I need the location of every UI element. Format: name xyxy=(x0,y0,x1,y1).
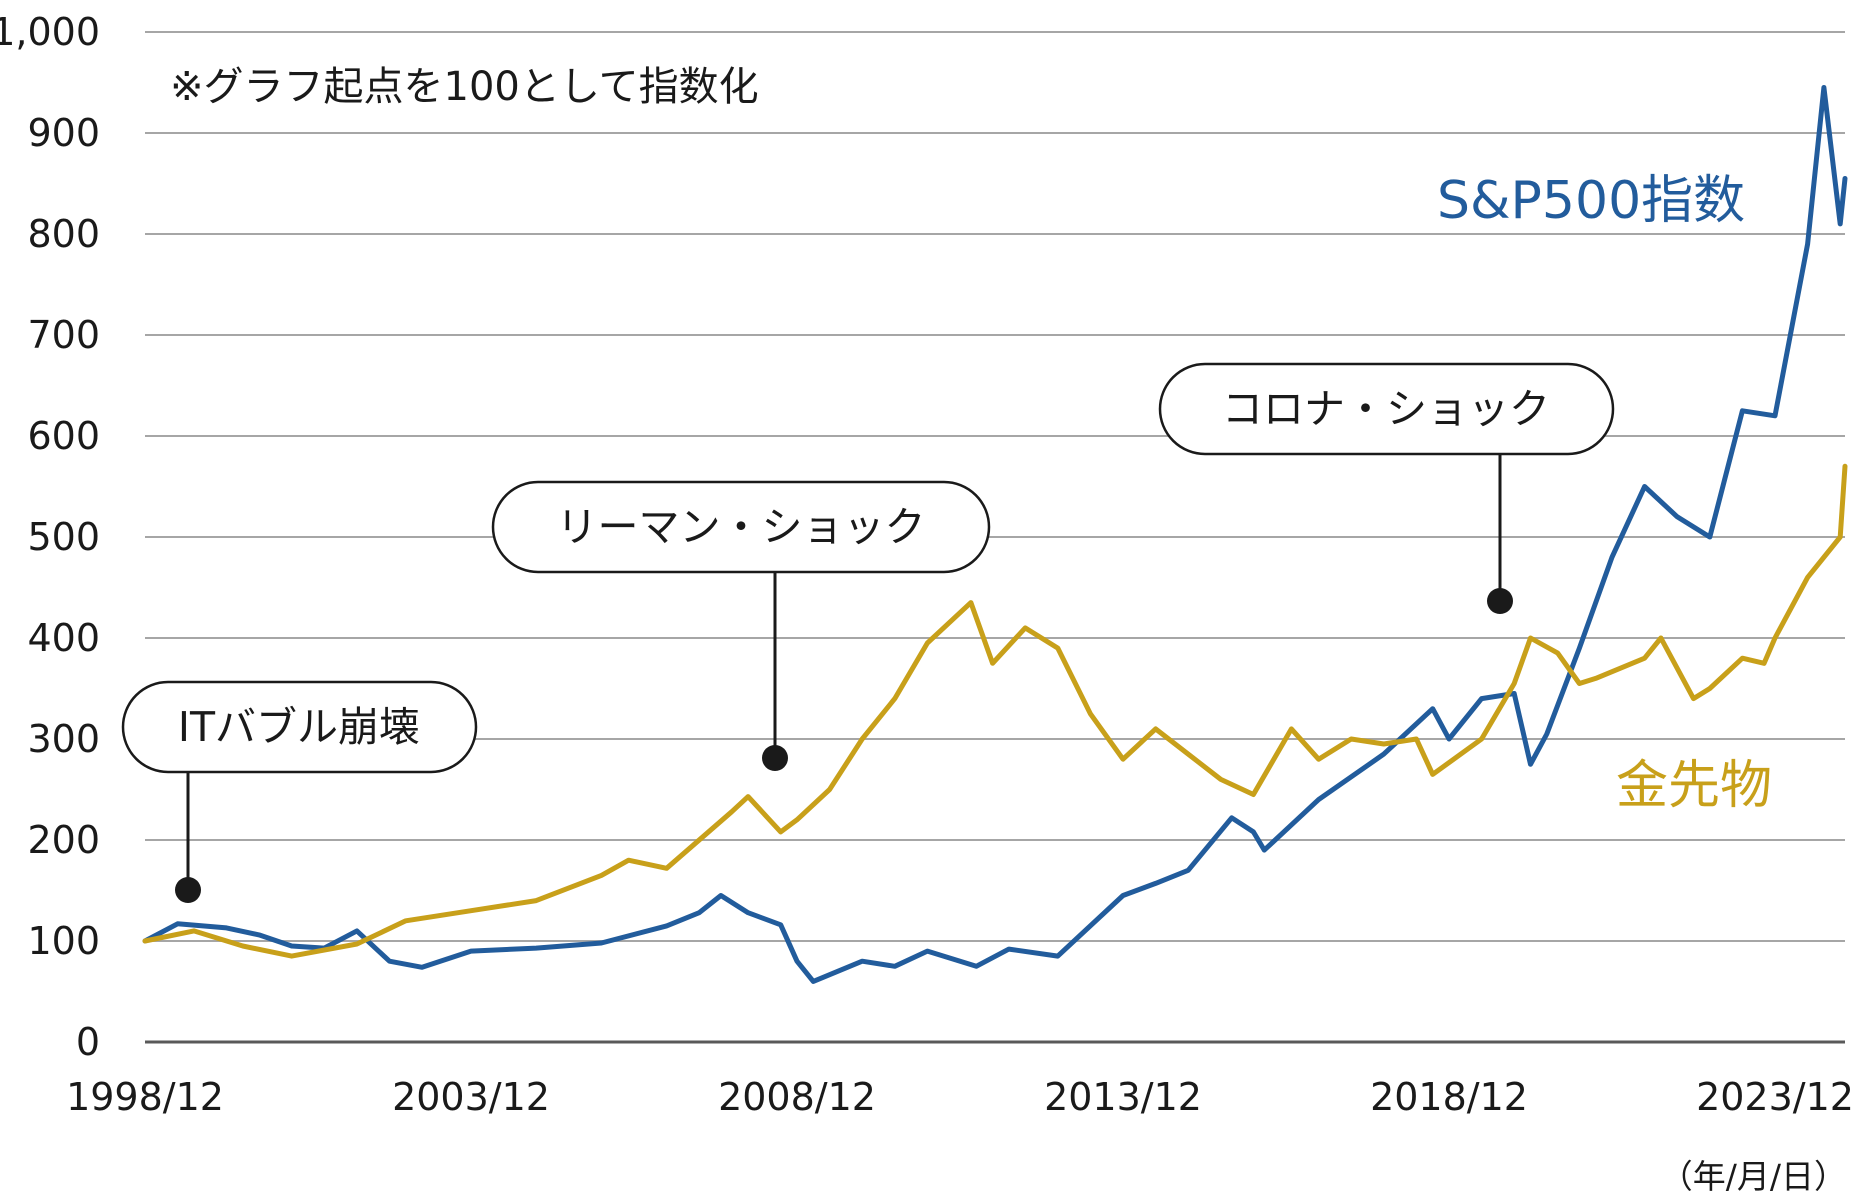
y-tick-label: 300 xyxy=(27,717,100,761)
x-tick-label: 2008/12 xyxy=(718,1075,876,1119)
x-tick-labels: 1998/12 2003/12 2008/12 2013/12 2018/12 2023/… xyxy=(66,1075,1854,1119)
y-tick-label: 800 xyxy=(27,212,100,256)
series-line-gold xyxy=(142,463,1848,959)
callout-corona-box xyxy=(1158,362,1615,456)
x-tick-label: 2018/12 xyxy=(1370,1075,1528,1119)
series-line-sp500 xyxy=(142,85,1848,984)
callout-it-bubble-label: ITバブル崩壊 xyxy=(178,703,420,751)
y-tick-label: 200 xyxy=(27,818,100,862)
y-tick-label: 500 xyxy=(27,515,100,559)
y-tick-label: 1,000 xyxy=(0,10,100,54)
x-tick-label: 2023/12 xyxy=(1696,1075,1854,1119)
callout-it-bubble: ITバブル崩壊 xyxy=(121,680,478,903)
callout-corona-label: コロナ・ショック xyxy=(1222,385,1550,433)
callout-lehman: リーマン・ショック xyxy=(491,480,991,771)
y-tick-label: 400 xyxy=(27,616,100,660)
series-layer xyxy=(142,85,1848,984)
y-tick-labels: 0 100 200 300 400 500 600 700 800 900 1,000 xyxy=(0,10,100,1064)
callout-it-bubble-box xyxy=(121,680,478,774)
x-tick-label: 2003/12 xyxy=(392,1075,550,1119)
y-tick-label: 0 xyxy=(76,1020,100,1064)
callout-lehman-box xyxy=(491,480,991,574)
callout-lehman-dot xyxy=(762,745,788,771)
callout-lehman-label: リーマン・ショック xyxy=(557,503,926,551)
callout-corona-dot xyxy=(1487,588,1513,614)
y-tick-label: 700 xyxy=(27,313,100,357)
date-unit-note: （年/月/日） xyxy=(1660,1157,1847,1196)
x-tick-label: 1998/12 xyxy=(66,1075,224,1119)
series-label-gold: 金先物 xyxy=(1616,756,1772,816)
index-note: ※グラフ起点を100として指数化 xyxy=(170,64,759,110)
y-tick-label: 900 xyxy=(27,111,100,155)
callout-it-bubble-dot xyxy=(175,877,201,903)
series-label-sp500: S&P500指数 xyxy=(1437,171,1745,231)
y-gridlines xyxy=(145,31,1845,942)
x-tick-label: 2013/12 xyxy=(1044,1075,1202,1119)
callout-corona: コロナ・ショック xyxy=(1158,362,1615,614)
y-tick-label: 100 xyxy=(27,919,100,963)
y-tick-label: 600 xyxy=(27,414,100,458)
